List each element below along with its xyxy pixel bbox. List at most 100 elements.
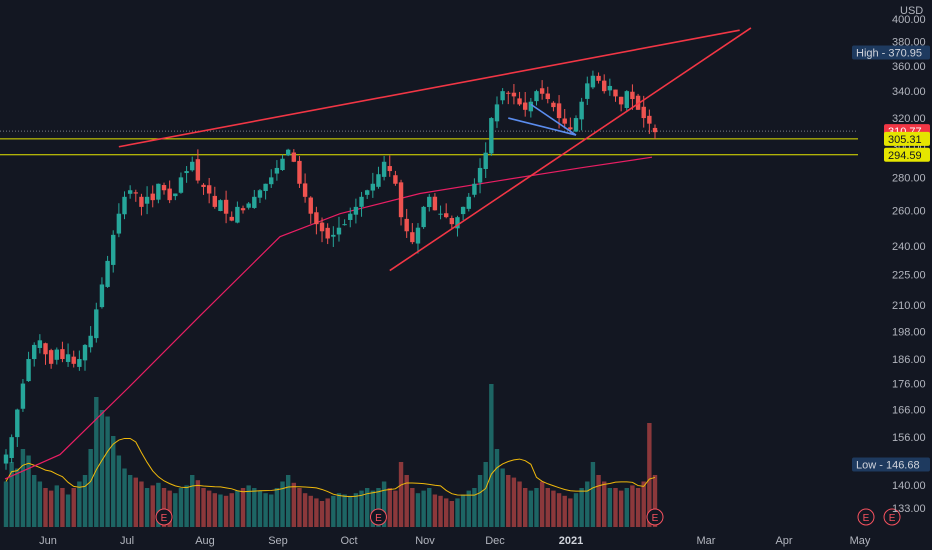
volume-bar — [331, 495, 336, 527]
volume-bar — [167, 490, 172, 527]
earnings-marker[interactable]: E — [155, 508, 173, 526]
y-tick-label: 240.00 — [892, 241, 926, 253]
candle — [573, 115, 579, 133]
trendline[interactable] — [508, 117, 577, 136]
candle — [460, 206, 466, 221]
candle — [105, 255, 110, 288]
candle — [302, 173, 308, 203]
volume-moving-average — [5, 437, 656, 498]
candle — [477, 158, 483, 194]
volume-bar — [178, 488, 184, 527]
candle — [647, 109, 652, 134]
candle — [9, 434, 14, 463]
volume-bar — [635, 488, 641, 527]
x-tick-label: Apr — [775, 535, 792, 547]
volume-bar — [585, 481, 590, 527]
volume-bar — [195, 480, 201, 527]
candle — [15, 408, 20, 447]
candle — [190, 156, 195, 172]
price-tag: High - 370.95 — [852, 45, 930, 60]
x-tick-label: Dec — [485, 535, 505, 547]
y-tick-label: 156.00 — [892, 432, 926, 444]
volume-bar — [257, 490, 263, 527]
candle — [336, 216, 342, 242]
volume-bar — [342, 494, 347, 527]
volume-bar — [223, 495, 229, 527]
candle — [607, 78, 613, 96]
volume-bar — [9, 462, 14, 527]
volume-bar — [3, 481, 9, 527]
earnings-marker-future[interactable]: E — [857, 508, 875, 526]
candle — [65, 343, 71, 367]
candle — [184, 166, 189, 183]
x-tick-label: Jun — [39, 535, 57, 547]
x-tick-label: Sep — [268, 535, 288, 547]
y-tick-label: 280.00 — [892, 172, 926, 184]
candle — [466, 193, 471, 212]
volume-bar — [218, 494, 223, 527]
earnings-markers[interactable]: E E E EE — [155, 508, 901, 526]
candle — [77, 350, 82, 371]
svg-text:Low - 146.68: Low - 146.68 — [856, 460, 920, 472]
volume-bar — [438, 495, 443, 527]
volume-bar — [150, 485, 155, 527]
candle — [635, 93, 641, 110]
candle — [331, 226, 336, 247]
time-axis[interactable]: Jun Jul Aug Sep Oct Nov Dec 2021 Mar Apr May — [39, 535, 871, 547]
volume-bar — [545, 488, 550, 527]
candle — [26, 351, 31, 382]
volume-bar — [528, 490, 534, 527]
price-axis[interactable]: 133.00140.00146.00156.00166.00176.00186.… — [892, 14, 926, 515]
candle — [291, 149, 297, 163]
candle — [173, 193, 178, 201]
trendline[interactable] — [118, 29, 740, 148]
earnings-marker[interactable]: E — [883, 508, 901, 526]
volume-bar — [139, 481, 144, 527]
earnings-marker[interactable]: E — [646, 508, 664, 526]
y-tick-label: 260.00 — [892, 205, 926, 217]
volume-bar — [506, 475, 511, 527]
y-tick-label: 225.00 — [892, 269, 926, 281]
candle — [319, 217, 325, 243]
volume-bar — [556, 493, 562, 527]
volume-bar — [20, 449, 26, 527]
candle — [381, 155, 387, 181]
candle — [240, 205, 246, 214]
horizontal-levels[interactable] — [0, 130, 858, 156]
volume-bar — [602, 481, 607, 527]
y-tick-label: 320.00 — [892, 113, 926, 125]
candle — [82, 344, 88, 371]
candle — [489, 117, 494, 156]
volume-bar — [65, 494, 71, 527]
candle — [37, 334, 43, 354]
earnings-marker[interactable]: E — [369, 508, 387, 526]
candle — [133, 189, 138, 202]
volume-bar — [534, 488, 539, 527]
volume-bar — [37, 481, 43, 527]
candle — [449, 215, 455, 229]
price-tag: 305.31 — [884, 131, 930, 146]
volume-bar — [483, 462, 488, 527]
volume-bar — [190, 475, 195, 527]
volume-bar — [568, 498, 573, 527]
volume-bar — [314, 498, 319, 527]
volume-bar — [280, 481, 285, 527]
trendline[interactable] — [530, 103, 577, 136]
volume-bar — [348, 495, 353, 527]
x-tick-label: Oct — [340, 535, 357, 547]
candle — [246, 201, 251, 210]
currency-label: USD — [900, 5, 923, 17]
candle — [596, 72, 601, 84]
candle — [393, 170, 398, 186]
candle — [314, 206, 319, 235]
price-tag: Low - 146.68 — [852, 457, 930, 472]
candle — [167, 180, 172, 204]
volume-bar — [596, 475, 601, 527]
trendline[interactable] — [389, 27, 752, 272]
candle — [630, 84, 635, 110]
svg-text:E: E — [889, 513, 896, 524]
volume-bar — [32, 475, 37, 527]
trendlines[interactable] — [118, 27, 752, 272]
